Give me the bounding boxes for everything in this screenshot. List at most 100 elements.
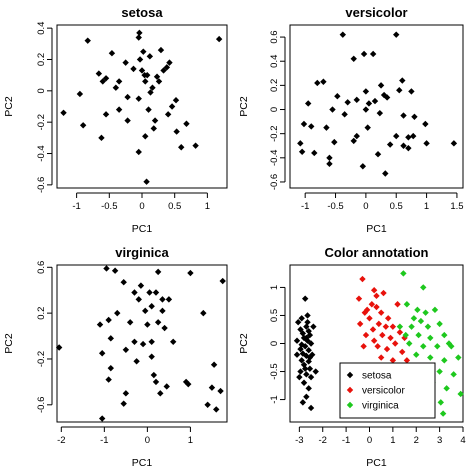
x-tick-label-versicolor: 1.5 — [450, 201, 463, 212]
point-versicolor — [399, 77, 406, 84]
point-virginica — [420, 284, 427, 291]
point-virginica — [139, 340, 147, 348]
y-tick-label-versicolor: 0 — [269, 107, 280, 112]
point-virginica — [105, 376, 112, 383]
point-virginica — [217, 387, 224, 395]
x-tick-label-color-annotation: -3 — [295, 435, 303, 446]
point-virginica — [213, 406, 220, 413]
point-setosa — [151, 117, 159, 124]
point-versicolor — [396, 329, 404, 336]
point-setosa — [95, 70, 103, 77]
point-versicolor — [334, 93, 341, 100]
point-virginica — [208, 384, 216, 391]
point-virginica — [120, 400, 127, 407]
point-versicolor — [373, 303, 380, 311]
point-virginica — [408, 323, 415, 330]
y-tick-label-setosa: -0.2 — [36, 114, 47, 130]
point-virginica — [114, 309, 121, 317]
x-axis-label-setosa: PC1 — [132, 223, 153, 235]
point-virginica — [403, 301, 411, 308]
x-tick-label-virginica: 1 — [188, 435, 193, 446]
point-setosa — [297, 345, 304, 353]
point-virginica — [126, 319, 134, 326]
x-tick-label-virginica: -1 — [100, 435, 108, 446]
point-versicolor — [370, 287, 378, 294]
plot-frame-color-annotation — [289, 264, 464, 423]
point-versicolor — [341, 111, 348, 118]
point-virginica — [131, 289, 138, 296]
plot-frame-versicolor — [289, 24, 464, 189]
point-setosa — [79, 122, 87, 129]
point-setosa — [144, 71, 151, 79]
point-setosa — [307, 340, 315, 347]
point-versicolor — [389, 357, 397, 364]
point-virginica — [441, 357, 448, 364]
point-versicolor — [373, 292, 380, 300]
point-setosa — [102, 75, 110, 82]
point-setosa — [303, 323, 310, 330]
point-versicolor — [383, 94, 391, 101]
point-virginica — [133, 358, 140, 365]
point-versicolor — [387, 334, 394, 342]
point-virginica — [159, 296, 166, 303]
point-setosa — [142, 133, 149, 140]
y-tick-label-virginica: -0.2 — [36, 351, 47, 367]
point-versicolor — [408, 88, 415, 95]
point-virginica — [148, 353, 155, 360]
point-setosa — [115, 106, 123, 113]
point-virginica — [161, 324, 168, 332]
point-versicolor — [362, 88, 370, 95]
point-versicolor — [326, 160, 333, 168]
point-versicolor — [371, 97, 379, 105]
y-tick-label-color-annotation: -0.5 — [269, 363, 280, 379]
point-setosa — [297, 368, 304, 375]
point-virginica — [413, 351, 420, 358]
point-setosa — [303, 393, 310, 400]
point-virginica — [445, 340, 453, 347]
point-virginica — [441, 331, 448, 339]
point-setosa — [306, 354, 314, 361]
point-setosa — [146, 53, 154, 60]
point-virginica — [98, 350, 106, 357]
point-versicolor — [403, 357, 411, 364]
x-tick-label-versicolor: 0 — [363, 201, 368, 212]
point-virginica — [107, 335, 114, 342]
point-setosa — [140, 48, 147, 55]
point-setosa — [294, 318, 302, 326]
point-setosa — [164, 111, 172, 118]
point-setosa — [304, 312, 311, 319]
point-versicolor — [331, 138, 338, 146]
point-virginica — [55, 344, 63, 351]
x-tick-label-setosa: -1 — [72, 201, 80, 212]
point-versicolor — [400, 142, 407, 149]
point-setosa — [163, 64, 171, 71]
y-tick-label-setosa: 0.4 — [36, 22, 47, 35]
point-setosa — [293, 337, 301, 344]
point-versicolor — [393, 132, 400, 140]
point-virginica — [148, 338, 155, 345]
point-setosa — [143, 178, 150, 185]
point-versicolor — [305, 100, 312, 107]
x-tick-label-versicolor: 0.5 — [390, 201, 403, 212]
y-tick-label-versicolor: -0.6 — [269, 174, 280, 190]
point-setosa — [112, 84, 120, 91]
point-versicolor — [374, 150, 382, 158]
panel-title-color-annotation: Color annotation — [325, 245, 429, 260]
point-versicolor — [308, 123, 315, 130]
point-versicolor — [380, 289, 387, 297]
point-setosa — [304, 318, 311, 326]
legend-marker-virginica — [346, 401, 354, 409]
y-tick-label-virginica: -0.6 — [36, 397, 47, 413]
point-versicolor — [450, 140, 458, 147]
point-virginica — [103, 265, 110, 272]
point-virginica — [406, 340, 413, 347]
point-virginica — [402, 331, 409, 339]
y-tick-label-virginica: 0.6 — [36, 261, 47, 274]
point-versicolor — [314, 79, 321, 87]
point-versicolor — [377, 309, 385, 316]
y-axis-label-color-annotation: PC2 — [238, 333, 250, 354]
point-setosa — [303, 371, 310, 378]
point-virginica — [187, 269, 194, 277]
panel-title-virginica: virginica — [115, 245, 169, 260]
x-axis-label-color-annotation: PC1 — [366, 457, 387, 469]
